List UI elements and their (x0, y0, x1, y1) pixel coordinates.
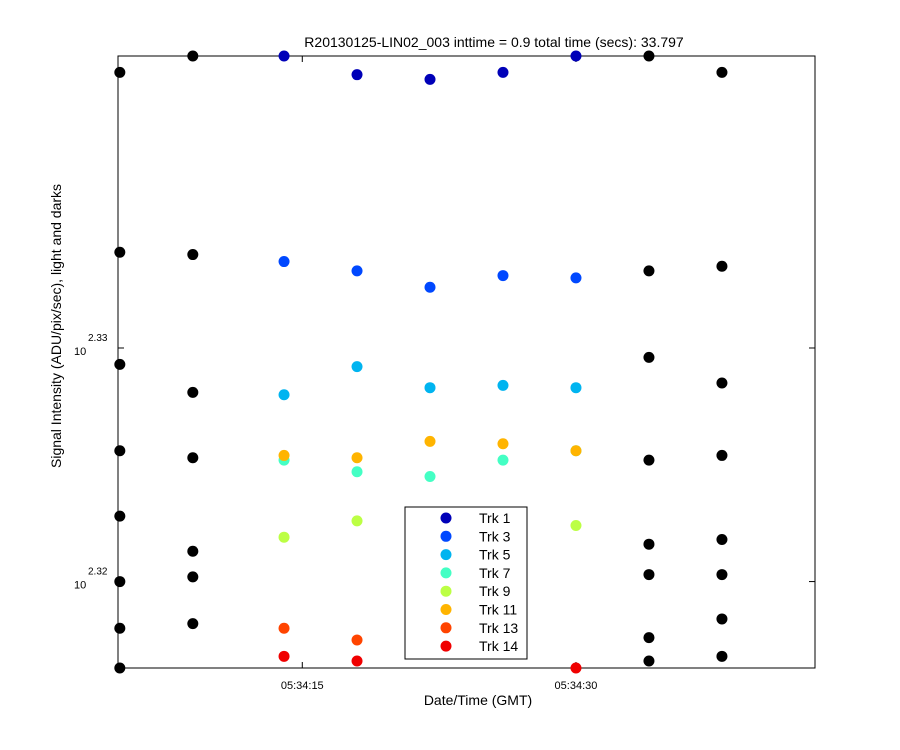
point-trk-9 (278, 531, 290, 543)
point-trk-13 (278, 622, 290, 634)
legend-marker-trk-5 (440, 549, 452, 561)
point-trk-5 (278, 389, 290, 401)
point-dark (643, 538, 655, 550)
point-dark (114, 662, 126, 674)
point-trk-11 (278, 449, 290, 461)
point-trk-3 (497, 270, 509, 282)
chart-title: R20130125-LIN02_003 inttime = 0.9 total … (304, 34, 684, 50)
legend-marker-trk-14 (440, 640, 452, 652)
point-dark (716, 650, 728, 662)
point-dark (187, 571, 199, 583)
point-trk-13 (351, 634, 363, 646)
point-dark (643, 265, 655, 277)
point-trk-14 (570, 662, 582, 674)
point-trk-5 (497, 379, 509, 391)
point-trk-3 (351, 265, 363, 277)
point-trk-3 (424, 281, 436, 293)
y-axis-label: Signal Intensity (ADU/pix/sec), light an… (48, 184, 64, 468)
point-trk-5 (424, 382, 436, 394)
point-dark (716, 260, 728, 272)
legend-label-trk-1: Trk 1 (479, 510, 511, 526)
point-dark (643, 454, 655, 466)
point-dark (716, 613, 728, 625)
point-dark (114, 576, 126, 588)
point-trk-9 (570, 520, 582, 532)
legend-label-trk-7: Trk 7 (479, 565, 511, 581)
point-trk-11 (424, 435, 436, 447)
point-trk-7 (424, 470, 436, 482)
y-tick-label-base: 10 (74, 580, 86, 592)
legend-marker-trk-3 (440, 530, 452, 542)
legend-label-trk-9: Trk 9 (479, 583, 511, 599)
point-dark (114, 445, 126, 457)
legend-marker-trk-13 (440, 622, 452, 634)
legend-marker-trk-7 (440, 567, 452, 579)
y-tick-label-base: 10 (74, 346, 86, 358)
point-trk-7 (351, 466, 363, 478)
point-dark (187, 452, 199, 464)
point-trk-14 (351, 655, 363, 667)
legend-label-trk-5: Trk 5 (479, 547, 511, 563)
point-trk-11 (570, 445, 582, 457)
y-tick-label-exponent: 2.32 (88, 567, 108, 578)
x-axis-label: Date/Time (GMT) (424, 692, 532, 708)
point-dark (643, 569, 655, 581)
point-trk-1 (351, 69, 363, 81)
legend-label-trk-13: Trk 13 (479, 620, 518, 636)
point-dark (643, 632, 655, 644)
point-dark (716, 449, 728, 461)
legend-label-trk-14: Trk 14 (479, 638, 518, 654)
legend-label-trk-11: Trk 11 (479, 602, 517, 618)
point-dark (114, 358, 126, 370)
point-trk-11 (497, 438, 509, 450)
point-dark (114, 66, 126, 78)
y-tick-label-exponent: 2.33 (88, 333, 108, 344)
legend-label-trk-3: Trk 3 (479, 528, 511, 544)
point-trk-5 (351, 361, 363, 373)
point-dark (187, 386, 199, 398)
point-dark (187, 618, 199, 630)
point-trk-1 (497, 66, 509, 78)
legend-marker-trk-9 (440, 585, 452, 597)
point-trk-1 (570, 50, 582, 62)
point-dark (643, 655, 655, 667)
point-dark (187, 249, 199, 261)
point-trk-1 (278, 50, 290, 62)
x-tick-label: 05:34:30 (555, 680, 598, 692)
point-trk-14 (278, 650, 290, 662)
point-dark (716, 534, 728, 546)
x-tick-label: 05:34:15 (281, 680, 324, 692)
point-dark (114, 246, 126, 258)
point-dark (643, 351, 655, 363)
point-dark (187, 50, 199, 62)
point-trk-5 (570, 382, 582, 394)
point-trk-3 (570, 272, 582, 284)
point-dark (716, 377, 728, 389)
legend-marker-trk-1 (440, 512, 452, 524)
point-dark (114, 622, 126, 634)
legend-box (404, 506, 528, 660)
point-trk-3 (278, 256, 290, 268)
point-trk-11 (351, 452, 363, 464)
point-dark (716, 66, 728, 78)
point-trk-1 (424, 73, 436, 85)
point-dark (716, 569, 728, 581)
legend: Trk 1 Trk 3 Trk 5 Trk 7 Trk 9 Trk 11 Trk 13 Trk… (404, 506, 528, 660)
point-trk-7 (497, 454, 509, 466)
legend-marker-trk-11 (440, 604, 452, 615)
point-dark (114, 510, 126, 522)
point-dark (643, 50, 655, 62)
point-trk-9 (351, 515, 363, 527)
point-dark (187, 545, 199, 557)
